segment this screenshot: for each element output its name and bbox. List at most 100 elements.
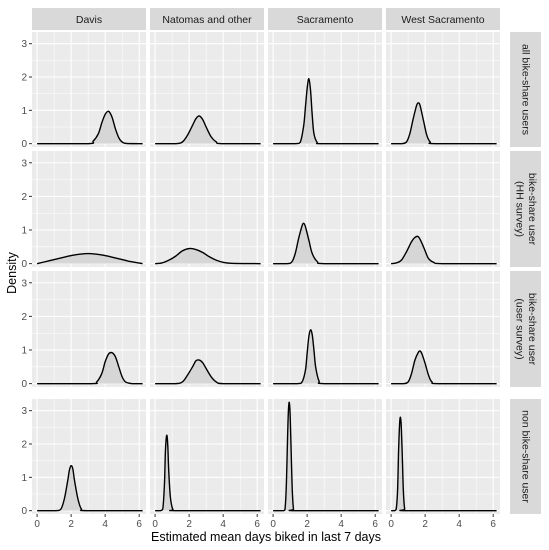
facet-panels — [32, 32, 500, 514]
y-tick-label: 2 — [21, 440, 27, 451]
row-strip — [510, 271, 541, 387]
facet-panel — [32, 399, 146, 514]
facet-panel — [32, 32, 146, 147]
density-curve — [37, 110, 143, 145]
y-tick-label: 0 — [21, 259, 27, 270]
facet-panel — [32, 271, 146, 387]
x-tick-label: 2 — [422, 519, 428, 530]
density-curve — [37, 464, 143, 512]
x-tick-label: 4 — [102, 519, 108, 530]
y-tick-label: 0 — [21, 139, 27, 150]
density-curve — [155, 247, 261, 265]
density-area — [391, 350, 497, 384]
facet-panel — [32, 151, 146, 267]
facet-panel — [268, 151, 382, 267]
column-strip — [32, 8, 146, 30]
x-tick-label: 6 — [254, 519, 260, 530]
column-strip-label: West Sacramento — [401, 14, 484, 26]
row-strip-label: bike-share user — [526, 173, 538, 246]
row-strip-label: non bike-share user — [520, 410, 532, 503]
panel-background — [386, 32, 500, 147]
panel-background — [32, 399, 146, 514]
y-axis-title: Density — [5, 251, 19, 293]
panel-background — [386, 151, 500, 267]
row-strip-label: (HH survey) — [513, 181, 525, 237]
facet-panel — [386, 399, 500, 514]
panel-background — [268, 151, 382, 267]
y-tick-label: 3 — [21, 406, 27, 417]
y-tick-label: 2 — [21, 312, 27, 323]
y-tick-label: 2 — [21, 73, 27, 84]
facet-panel — [150, 32, 264, 147]
x-tick-label: 2 — [68, 519, 74, 530]
x-tick-label: 2 — [304, 519, 310, 530]
panel-background — [268, 271, 382, 387]
y-tick-label: 1 — [21, 106, 27, 117]
density-curve — [391, 416, 497, 512]
facet-panel — [150, 399, 264, 514]
panel-background — [268, 32, 382, 147]
x-tick-label: 6 — [490, 519, 496, 530]
column-strip — [150, 8, 264, 30]
facet-panel — [268, 399, 382, 514]
density-curve — [273, 222, 379, 265]
panel-background — [150, 271, 264, 387]
row-strip — [510, 399, 541, 514]
column-strip — [268, 8, 382, 30]
y-tick-label: 2 — [21, 192, 27, 203]
y-tick-label: 1 — [21, 346, 27, 357]
density-curve — [391, 350, 497, 385]
column-strip-label: Davis — [76, 14, 102, 26]
x-tick-label: 4 — [220, 519, 226, 530]
panel-background — [268, 399, 382, 514]
panel-background — [32, 151, 146, 267]
density-area — [391, 236, 497, 264]
density-curve — [155, 115, 261, 145]
column-strip-label: Sacramento — [297, 14, 354, 26]
facet-panel — [268, 271, 382, 387]
density-curve — [36, 252, 143, 265]
x-tick-label: 0 — [34, 519, 40, 530]
panel-background — [386, 271, 500, 387]
density-curve — [37, 351, 143, 385]
density-area — [155, 115, 261, 144]
x-tick-label: 6 — [372, 519, 378, 530]
x-tick-label: 4 — [456, 519, 462, 530]
panel-background — [32, 271, 146, 387]
x-tick-label: 4 — [338, 519, 344, 530]
row-strip-label: (user survey) — [513, 298, 525, 359]
density-area — [155, 435, 261, 511]
facet-panel — [386, 151, 500, 267]
density-curve — [155, 434, 261, 512]
density-area — [391, 417, 497, 511]
density-area — [37, 111, 143, 144]
facet-panel — [150, 271, 264, 387]
row-strip — [510, 151, 541, 267]
row-strip — [510, 32, 541, 147]
panel-background — [150, 151, 264, 267]
facet-panel — [268, 32, 382, 147]
y-tick-label: 0 — [21, 379, 27, 390]
column-strip-label: Natomas and other — [162, 14, 252, 26]
density-curve — [273, 329, 379, 385]
density-area — [391, 102, 497, 144]
facet-panel — [386, 271, 500, 387]
panel-background — [386, 399, 500, 514]
facet-strips: Davis Natomas and other Sacramento West Sac… — [32, 8, 541, 514]
facet-panel — [386, 32, 500, 147]
x-tick-label: 0 — [152, 519, 158, 530]
panel-background — [32, 32, 146, 147]
density-area — [37, 253, 143, 264]
x-tick-label: 2 — [186, 519, 192, 530]
x-tick-label: 0 — [388, 519, 394, 530]
x-tick-label: 0 — [270, 519, 276, 530]
y-tick-label: 3 — [21, 158, 27, 169]
density-curve — [273, 401, 379, 512]
x-tick-label: 6 — [136, 519, 142, 530]
row-strip-label: all bike-share users — [520, 44, 532, 135]
y-tick-label: 1 — [21, 473, 27, 484]
y-tick-label: 3 — [21, 278, 27, 289]
density-curve — [391, 102, 497, 145]
